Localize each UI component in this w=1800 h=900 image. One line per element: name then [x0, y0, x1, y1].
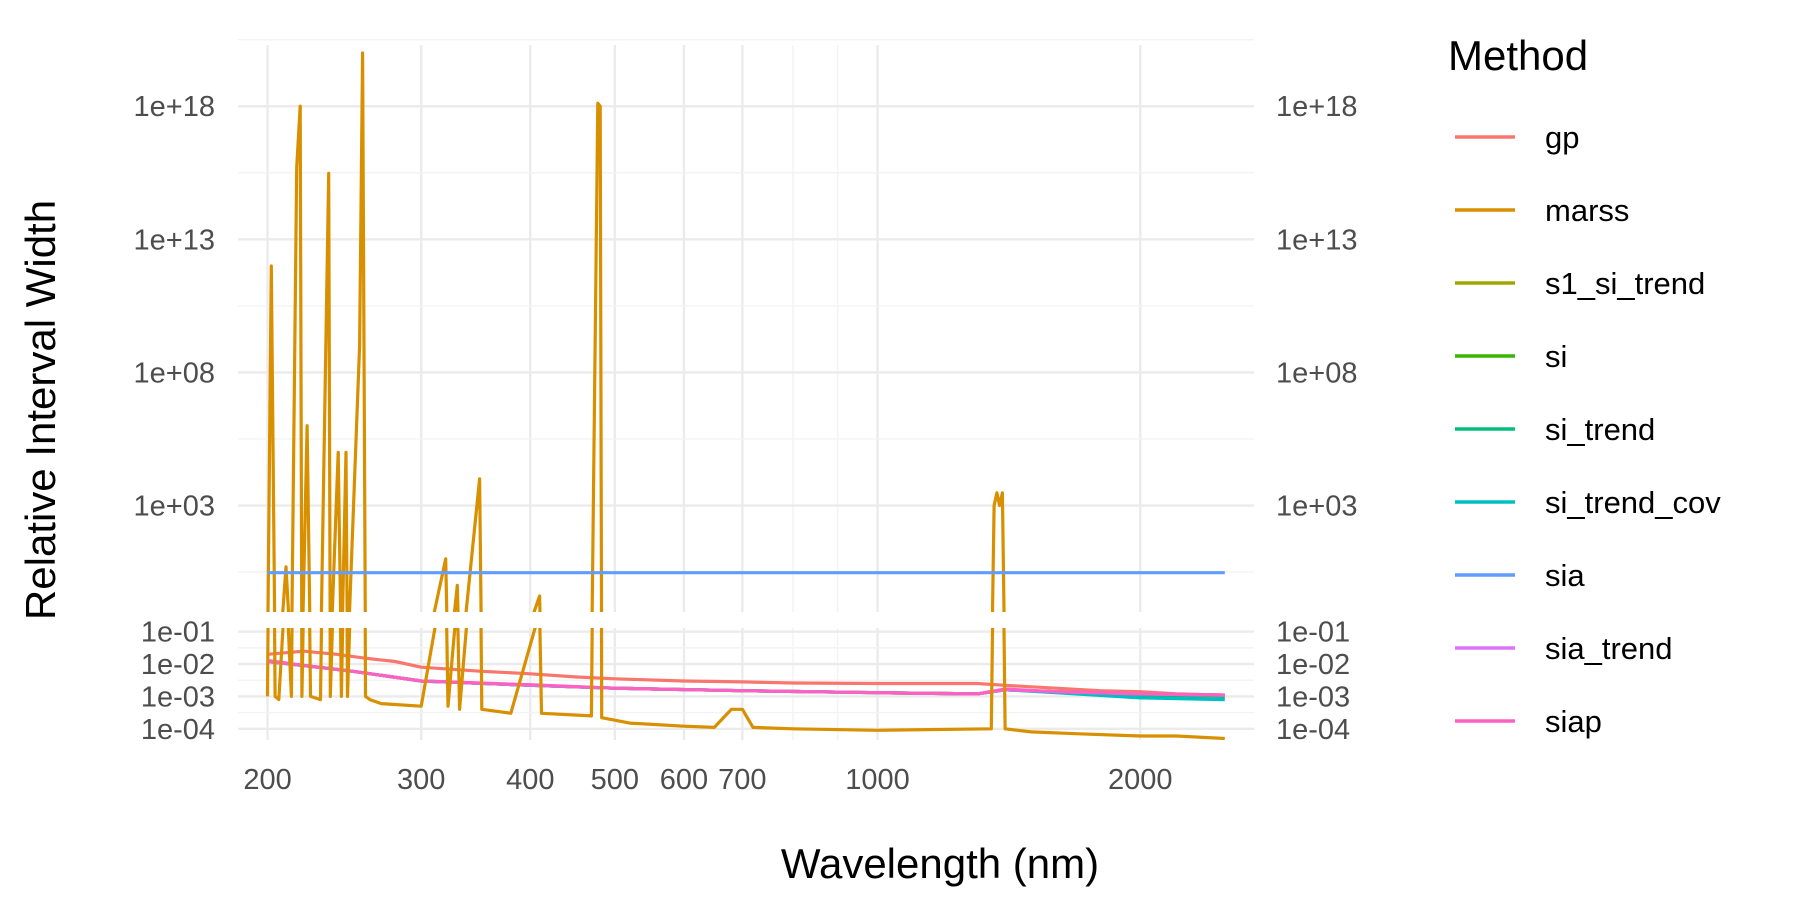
y-tick-label-left: 1e+03 [134, 491, 215, 523]
y-tick-label-left: 1e+08 [134, 357, 215, 389]
y-tick-label-left: 1e-04 [141, 714, 215, 746]
legend-label-s1-si-trend: s1_si_trend [1545, 266, 1705, 301]
y-tick-label-right: 1e+08 [1276, 357, 1357, 389]
x-tick-label: 200 [243, 764, 291, 796]
legend-label-si-trend-cov: si_trend_cov [1545, 485, 1721, 520]
series-line-si [268, 637, 1225, 665]
legend-label-gp: gp [1545, 120, 1579, 155]
x-axis-title: Wavelength (nm) [781, 840, 1099, 887]
legend-label-sia-trend: sia_trend [1545, 631, 1673, 666]
tick-layer: 1e+03 1e+03 1e+08 1e+08 1e+13 1e+13 1e+18 1e+18… [134, 91, 1358, 796]
y-tick-label-right: 1e+03 [1276, 491, 1357, 523]
x-tick-label: 2000 [1108, 764, 1173, 796]
legend-label-marss: marss [1545, 193, 1629, 228]
series-line-gp [268, 628, 1225, 664]
series-line-gp [267, 649, 1225, 697]
legend-label-si-trend: si_trend [1545, 412, 1655, 447]
series-line-marss [265, 628, 1225, 740]
y-tick-label-left: 1e+13 [134, 224, 215, 256]
y-tick-label-right: 1e-03 [1276, 681, 1350, 713]
series-line-siap [267, 658, 1225, 697]
series-line-siap [268, 636, 1225, 665]
y-tick-label-right: 1e+13 [1276, 224, 1357, 256]
x-tick-label: 400 [506, 764, 554, 796]
series-line-marss [266, 51, 1006, 612]
x-tick-label: 300 [397, 764, 445, 796]
y-tick-label-right: 1e+18 [1276, 91, 1357, 123]
y-tick-label-right: 1e-01 [1276, 617, 1350, 649]
grid-layer [238, 39, 1254, 740]
x-tick-label: 1000 [845, 764, 910, 796]
y-tick-label-right: 1e-04 [1276, 714, 1350, 746]
legend-label-siap: siap [1545, 704, 1602, 739]
series-line-s1-si-trend [268, 637, 1225, 665]
x-tick-label: 600 [660, 764, 708, 796]
x-tick-label: 700 [718, 764, 766, 796]
x-tick-label: 500 [591, 764, 639, 796]
legend-label-sia: sia [1545, 558, 1585, 593]
y-tick-label-right: 1e-02 [1276, 649, 1350, 681]
y-tick-label-left: 1e-03 [141, 681, 215, 713]
legend-label-si: si [1545, 339, 1567, 374]
series-layer [265, 51, 1225, 740]
y-tick-label-left: 1e-02 [141, 649, 215, 681]
y-tick-label-left: 1e+18 [134, 91, 215, 123]
series-line-sia-trend [268, 637, 1225, 665]
y-tick-label-left: 1e-01 [141, 617, 215, 649]
y-axis-title: Relative Interval Width [17, 200, 64, 620]
legend-title: Method [1448, 32, 1588, 79]
series-line-si-trend [268, 637, 1225, 666]
